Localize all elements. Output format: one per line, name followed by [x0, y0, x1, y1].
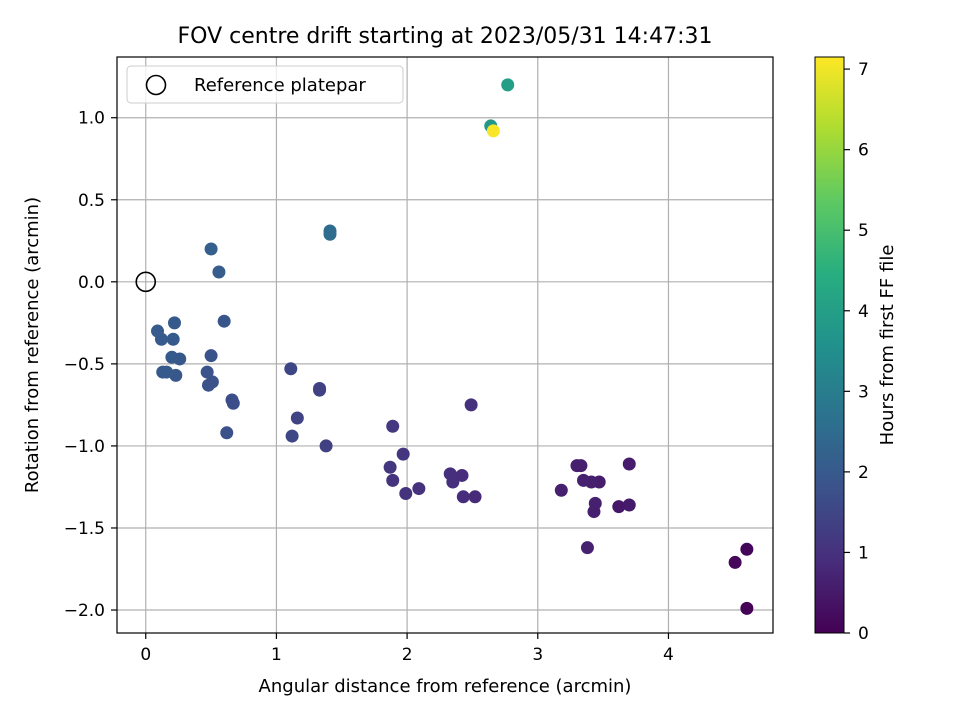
data-point	[156, 365, 170, 379]
colorbar-tick-label: 5	[858, 221, 869, 241]
data-point	[383, 460, 397, 474]
y-tick-label: 1.0	[78, 109, 105, 129]
x-tick-label: 2	[402, 645, 413, 665]
y-axis-label: Rotation from reference (arcmin)	[22, 197, 43, 493]
colorbar-tick-label: 7	[858, 60, 869, 80]
colorbar-tick-label: 3	[858, 382, 869, 402]
data-point	[501, 78, 515, 92]
data-point	[201, 378, 215, 392]
colorbar-label: Hours from first FF file	[877, 245, 898, 446]
data-point	[443, 467, 457, 481]
data-point	[217, 314, 231, 328]
data-point	[285, 429, 299, 443]
data-point	[319, 439, 333, 453]
y-tick-label: 0.0	[78, 273, 105, 293]
x-tick-label: 0	[140, 645, 151, 665]
x-tick-label: 3	[532, 645, 543, 665]
data-point	[220, 426, 234, 440]
grid-lines	[117, 57, 773, 633]
data-point	[554, 483, 568, 497]
data-point	[284, 362, 298, 376]
data-point	[165, 350, 179, 364]
reference-platepar-marker	[135, 271, 157, 293]
data-point	[456, 490, 470, 504]
data-point	[399, 487, 413, 501]
chart-title: FOV centre drift starting at 2023/05/31 …	[178, 24, 713, 49]
data-point	[166, 332, 180, 346]
data-point	[577, 473, 591, 487]
y-tick-label: 0.5	[78, 191, 105, 211]
y-axis-ticks: 1.0 0.5 0.0 −0.5 −1.0 −1.5 −2.0	[64, 109, 117, 621]
data-point	[167, 316, 181, 330]
data-point	[396, 447, 410, 461]
data-point	[580, 541, 594, 555]
colorbar-tick-label: 4	[858, 302, 869, 322]
colorbar-tick-label: 1	[858, 543, 869, 563]
data-point	[290, 411, 304, 425]
y-tick-label: −1.0	[64, 437, 105, 457]
data-point	[728, 555, 742, 569]
colorbar-tick-label: 0	[858, 624, 869, 644]
y-tick-label: −1.5	[64, 519, 105, 539]
data-point	[313, 383, 327, 397]
data-point	[468, 490, 482, 504]
data-point	[226, 396, 240, 410]
data-point	[587, 505, 601, 519]
colorbar	[814, 56, 845, 634]
data-point	[486, 124, 500, 138]
colorbar-tick-label: 2	[858, 463, 869, 483]
data-point	[323, 227, 337, 241]
y-tick-label: −0.5	[64, 355, 105, 375]
colorbar-tick-label: 6	[858, 141, 869, 161]
data-point	[612, 500, 626, 514]
x-axis-label: Angular distance from reference (arcmin)	[259, 676, 632, 697]
data-point	[570, 459, 584, 473]
legend-open-circle-icon	[145, 74, 167, 96]
data-point	[204, 349, 218, 363]
data-point	[200, 365, 214, 379]
x-tick-label: 4	[663, 645, 674, 665]
reference-marker-layer	[135, 271, 157, 293]
data-point	[740, 601, 754, 615]
legend-box: Reference platepar	[126, 65, 404, 104]
data-point	[622, 498, 636, 512]
data-point	[740, 542, 754, 556]
data-point	[455, 468, 469, 482]
data-point	[386, 473, 400, 487]
data-point	[412, 482, 426, 496]
plot-area-frame	[116, 56, 774, 634]
colorbar-ticks: 0 1 2 3 4 5 6 7	[844, 60, 869, 644]
x-tick-label: 1	[271, 645, 282, 665]
data-point	[386, 419, 400, 433]
data-point	[622, 457, 636, 471]
data-point	[464, 398, 478, 412]
x-axis-ticks: 0 1 2 3 4	[140, 633, 674, 665]
legend-entry-label: Reference platepar	[194, 75, 366, 96]
data-point	[212, 265, 226, 279]
data-point	[151, 324, 165, 338]
y-tick-label: −2.0	[64, 601, 105, 621]
data-points	[151, 78, 754, 615]
data-point	[204, 242, 218, 256]
